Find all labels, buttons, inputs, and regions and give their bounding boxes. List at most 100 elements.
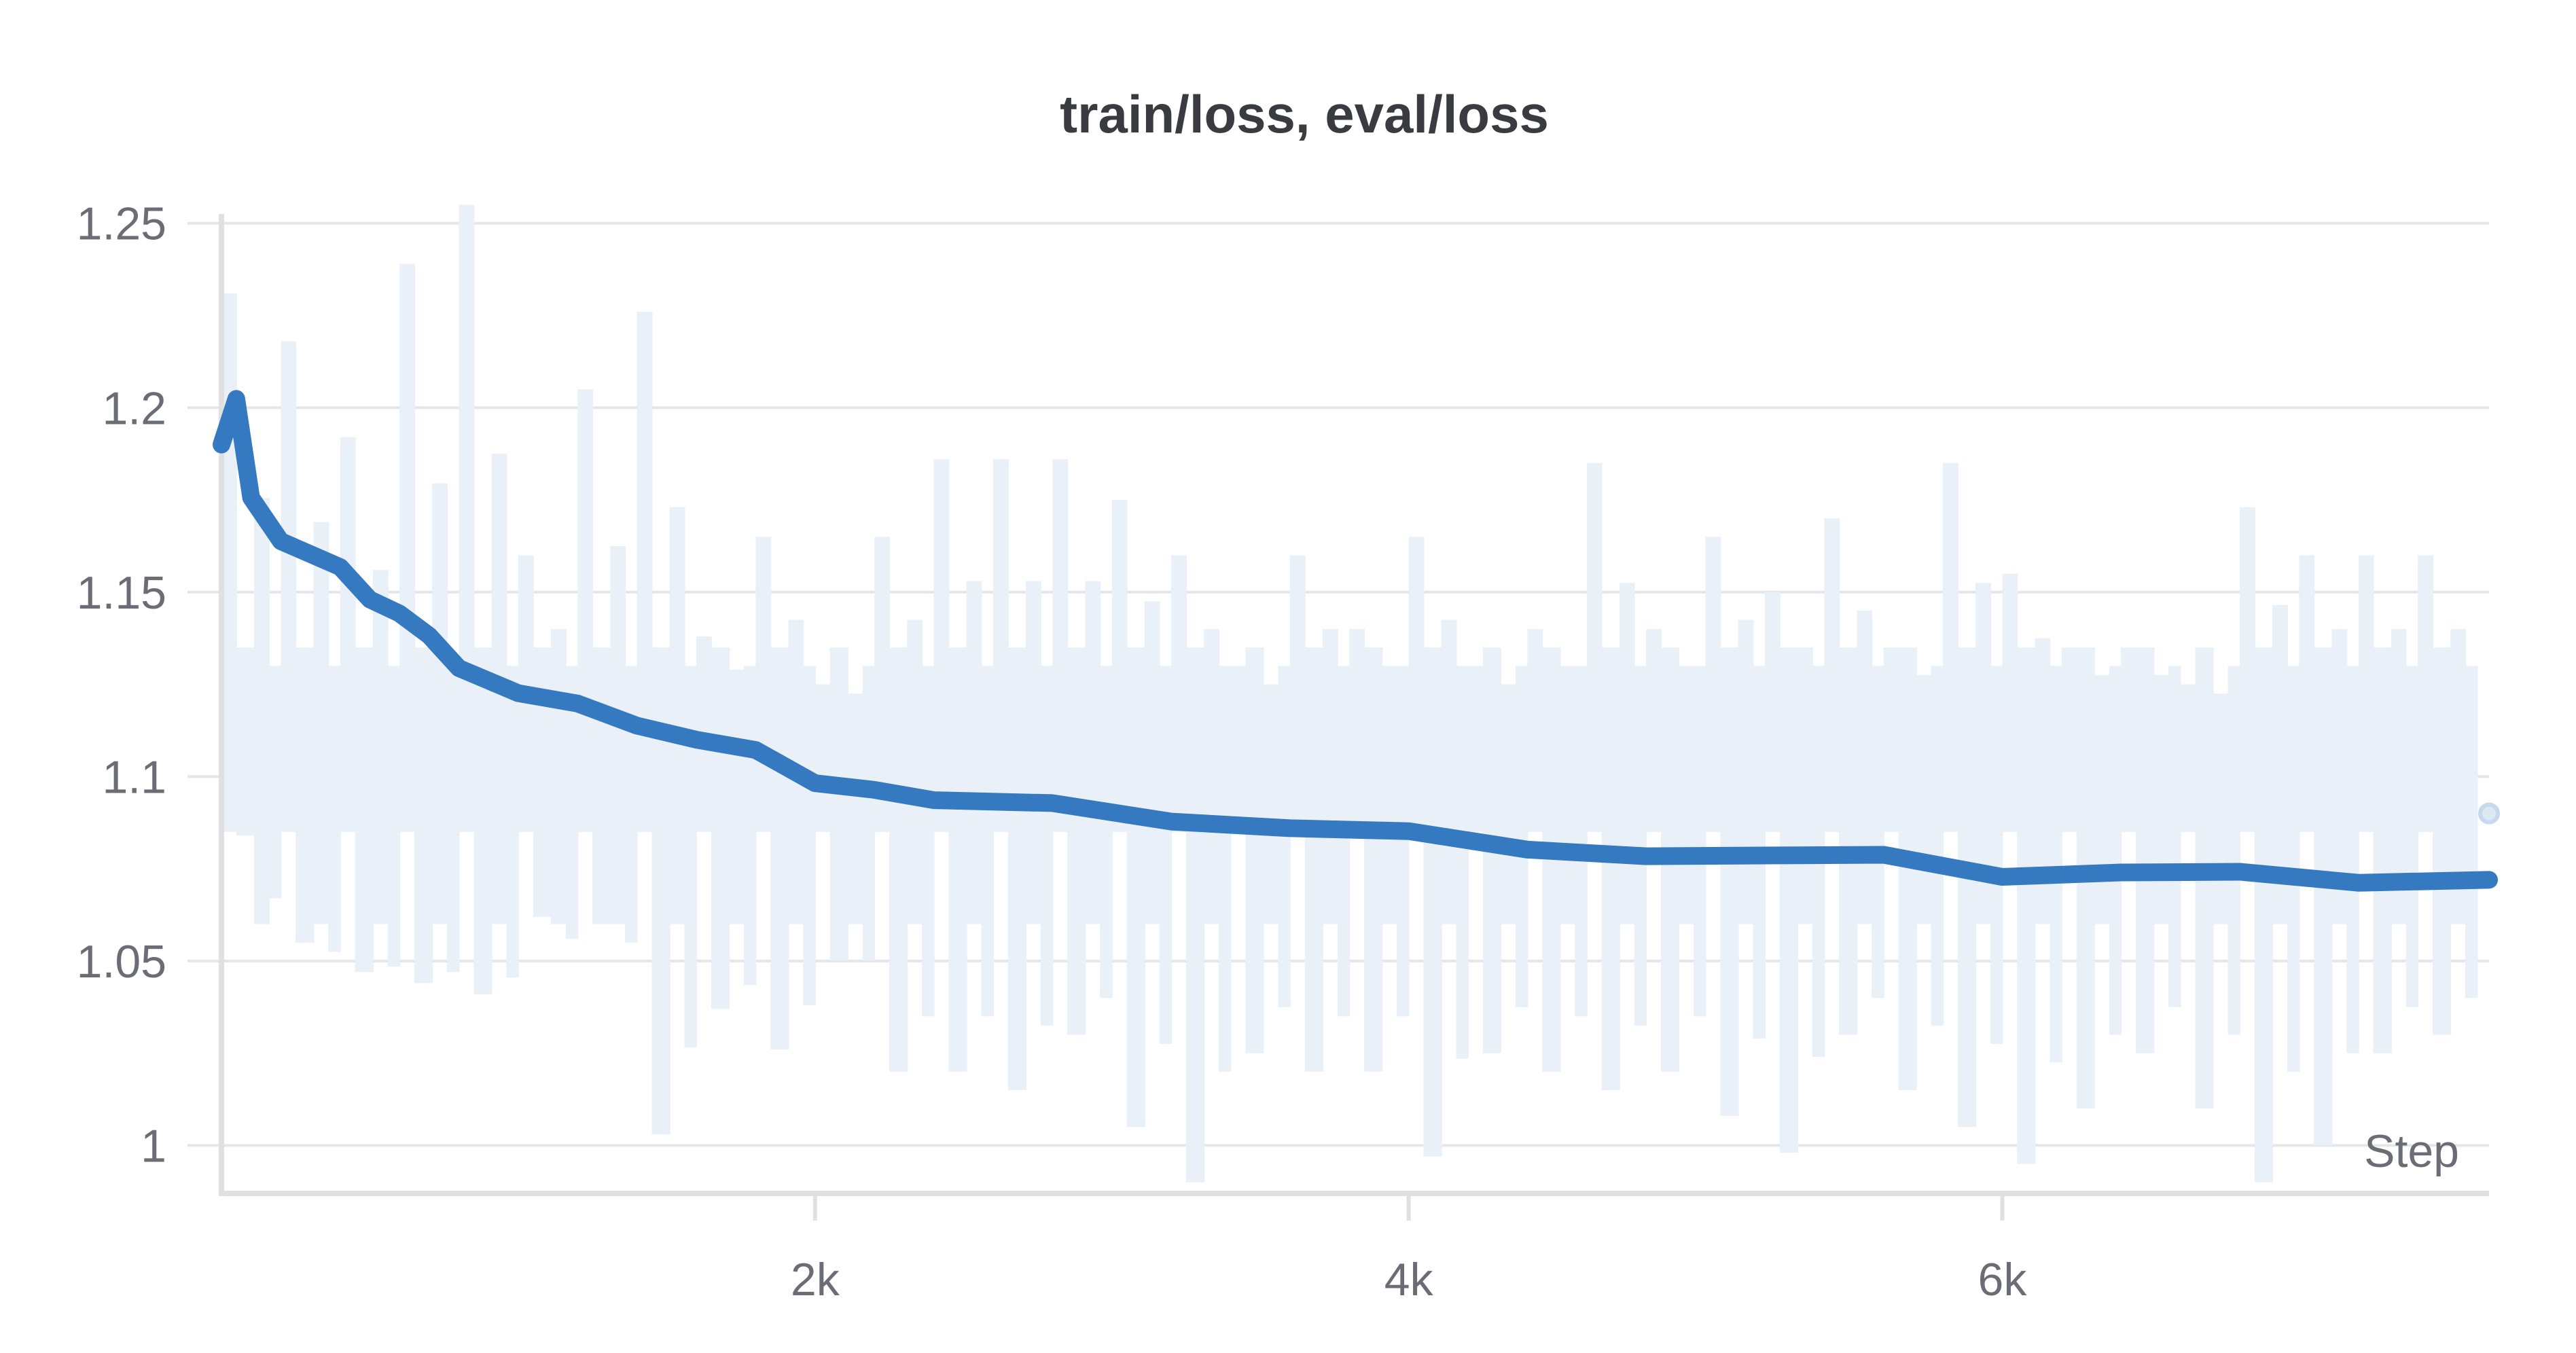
- raw-loss-bar: [1601, 647, 1620, 1090]
- y-tick-label: 1: [141, 1120, 166, 1172]
- raw-loss-bar: [2094, 674, 2110, 924]
- raw-loss-bar: [1040, 666, 1054, 1026]
- raw-loss-bar: [254, 498, 270, 924]
- raw-loss-bar: [889, 647, 908, 1072]
- raw-loss-bar: [1857, 610, 1873, 924]
- tick-labels: 1.25 1.2 1.15 1.1 1.05 1 2k 4k 6k: [77, 198, 2028, 1305]
- raw-loss-bar: [1364, 647, 1383, 1072]
- raw-loss-bar: [1501, 684, 1516, 924]
- raw-loss-bar: [2299, 555, 2315, 832]
- raw-loss-bar: [907, 619, 923, 924]
- raw-loss-bar: [1764, 592, 1781, 832]
- raw-loss-bar: [922, 666, 935, 1017]
- raw-loss-bar: [506, 666, 519, 978]
- raw-loss-bar: [2331, 629, 2348, 924]
- raw-loss-bar: [2272, 605, 2288, 924]
- y-tick-label: 1.05: [77, 936, 166, 988]
- raw-loss-bar: [1468, 666, 1484, 832]
- raw-loss-bar: [1263, 684, 1279, 924]
- raw-loss-bar: [313, 522, 329, 924]
- chart-title: train/loss, eval/loss: [1060, 84, 1549, 144]
- raw-loss-bar: [340, 437, 356, 832]
- raw-loss-bar: [1026, 581, 1041, 924]
- raw-loss-bar: [2153, 674, 2170, 924]
- y-tick-label: 1.15: [77, 567, 166, 619]
- raw-loss-bar: [1456, 666, 1469, 1059]
- raw-loss-bar: [432, 483, 448, 924]
- raw-loss-bar: [1560, 666, 1576, 924]
- raw-loss-bar: [236, 647, 255, 836]
- raw-loss-bar: [829, 647, 848, 961]
- raw-loss-bar: [592, 647, 611, 924]
- raw-loss-bar: [1575, 666, 1588, 1017]
- raw-loss-bar: [1839, 647, 1858, 1035]
- raw-loss-bar: [1634, 666, 1647, 1026]
- raw-loss-bar: [1916, 674, 1932, 924]
- axes: [219, 214, 2489, 1221]
- raw-loss-bar: [473, 647, 493, 994]
- raw-loss-bar: [2002, 573, 2018, 832]
- raw-loss-bar: [1159, 666, 1173, 1045]
- raw-loss-bar: [815, 684, 831, 832]
- raw-loss-bar: [610, 545, 626, 924]
- raw-loss-bar: [2109, 666, 2122, 1035]
- raw-loss-bar: [268, 666, 282, 899]
- raw-loss-bar: [355, 647, 374, 973]
- raw-loss-bar: [2432, 647, 2452, 1035]
- raw-loss-bar: [1100, 666, 1113, 998]
- raw-loss-bar: [2121, 647, 2137, 832]
- raw-loss-bar: [2050, 666, 2062, 1063]
- raw-loss-bar: [770, 647, 789, 1050]
- raw-loss-bar: [1931, 666, 1944, 1026]
- raw-loss-bar: [1738, 619, 1754, 924]
- raw-loss-bar: [1441, 619, 1457, 924]
- raw-loss-bar: [966, 581, 982, 924]
- raw-loss-bar: [1515, 666, 1528, 1007]
- x-tick-label: 6k: [1978, 1254, 2028, 1305]
- raw-loss-bar: [1289, 555, 1306, 832]
- raw-loss-bar: [1382, 666, 1398, 924]
- raw-loss-bar: [1337, 666, 1350, 1017]
- raw-loss-bar: [2450, 629, 2467, 924]
- raw-loss-bar: [1052, 459, 1069, 832]
- raw-loss-bar: [447, 666, 460, 973]
- raw-loss-bar: [1219, 666, 1232, 1072]
- raw-loss-bar: [2358, 555, 2374, 832]
- raw-loss-bar: [803, 666, 816, 1006]
- raw-loss-bar: [743, 666, 757, 986]
- train-loss-smoothed-line: [213, 390, 2498, 892]
- raw-loss-bar: [2213, 693, 2229, 924]
- raw-loss-bar: [2168, 666, 2181, 1007]
- y-tick-label: 1.1: [102, 751, 166, 803]
- raw-loss-bar: [2239, 507, 2255, 832]
- raw-loss-bar: [981, 666, 994, 1017]
- raw-loss-bar: [1527, 629, 1543, 832]
- raw-loss-bar: [1943, 463, 1958, 832]
- raw-loss-bar: [1171, 555, 1187, 832]
- raw-loss-bar: [948, 647, 967, 1072]
- raw-loss-bar: [2418, 555, 2433, 832]
- raw-loss-bar: [2180, 684, 2196, 832]
- raw-loss-bar: [847, 693, 863, 924]
- y-tick-label: 1.25: [77, 198, 166, 250]
- raw-loss-bar: [1824, 518, 1840, 832]
- raw-loss-bar: [2061, 647, 2077, 832]
- raw-loss-bar: [387, 666, 401, 967]
- raw-loss-bar: [1144, 601, 1160, 924]
- raw-loss-bar: [1694, 666, 1706, 1017]
- raw-loss-bar: [399, 264, 415, 832]
- raw-loss-bar: [459, 204, 475, 832]
- raw-loss-bar: [1085, 581, 1101, 924]
- raw-loss-bar: [992, 459, 1009, 832]
- raw-loss-bar: [1646, 629, 1662, 832]
- raw-loss-bar: [1957, 647, 1977, 1128]
- raw-loss-bar: [1349, 629, 1365, 832]
- x-tick-label: 2k: [791, 1254, 840, 1305]
- x-tick-label: 4k: [1384, 1254, 1434, 1305]
- raw-loss-bar: [2373, 647, 2392, 1053]
- raw-loss-bar: [328, 666, 341, 952]
- raw-loss-bar: [1705, 537, 1721, 832]
- raw-loss-bar: [2346, 666, 2359, 1053]
- raw-loss-bar: [1990, 666, 2003, 1045]
- raw-loss-bar: [2391, 629, 2407, 924]
